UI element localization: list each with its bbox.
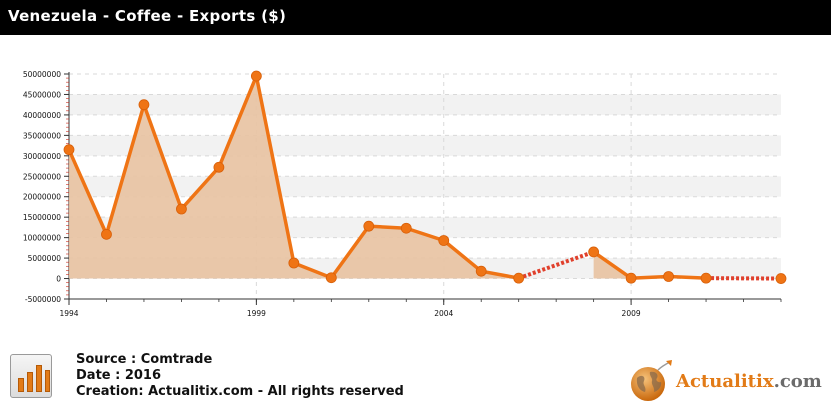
y-tick-label: 0 [56,275,61,284]
data-point[interactable] [63,144,75,156]
y-tick-label: 45000000 [23,90,61,99]
data-point[interactable] [363,220,375,232]
y-tick-label: 35000000 [23,131,61,140]
exports-chart: -5000000 0 5000000 10000000 15000000 20000000… [23,70,787,318]
date-text: Date : 2016 [76,368,162,383]
series-line [592,250,707,280]
footer: Source : Comtrade Date : 2016 Creation: … [0,346,831,412]
y-tick-label: 40000000 [23,111,61,120]
y-tick-label: 15000000 [23,213,61,222]
grid-band [69,135,781,156]
data-point[interactable] [288,257,300,269]
y-tick-label: -5000000 [25,295,61,304]
grid-band [69,94,781,115]
data-point[interactable] [625,272,637,284]
source-info: Source : Comtrade Date : 2016 Creation: … [76,352,404,400]
data-point[interactable] [400,222,412,234]
bar-chart-icon [10,354,52,398]
y-tick-label: 10000000 [23,234,61,243]
creation-text: Creation: Actualitix.com - All rights re… [76,384,404,399]
data-point[interactable] [513,272,525,284]
area-fill [69,76,519,279]
data-point[interactable] [213,161,225,173]
source-text: Source : Comtrade [76,352,213,367]
y-tick-label: 30000000 [23,152,61,161]
data-point[interactable] [663,271,674,282]
gap-connector [518,250,595,281]
data-point[interactable] [700,272,712,284]
data-point[interactable] [250,70,262,82]
y-tick-label: 50000000 [23,70,61,79]
data-point[interactable] [176,203,187,215]
chart-title: Venezuela - Coffee - Exports ($) [8,7,287,25]
data-point[interactable] [438,235,450,246]
data-point[interactable] [101,228,112,240]
actualitix-logo[interactable]: Actualitix.com [628,358,828,406]
data-point[interactable] [475,265,487,277]
data-point[interactable] [138,99,150,111]
y-tick-label: 25000000 [23,172,61,181]
x-tick-label: 1994 [59,309,78,318]
data-point[interactable] [775,273,787,284]
x-tick-label: 2009 [622,309,641,318]
x-tick-label: 1999 [247,309,266,318]
y-tick-label: 5000000 [28,254,62,263]
logo-wordmark: Actualitix.com [676,371,822,392]
data-point[interactable] [325,272,337,284]
x-tick-label: 2004 [434,309,453,318]
y-tick-label: 20000000 [23,193,61,202]
chart-header: Venezuela - Coffee - Exports ($) [0,0,831,35]
data-point[interactable] [588,246,600,258]
globe-icon [631,360,672,401]
